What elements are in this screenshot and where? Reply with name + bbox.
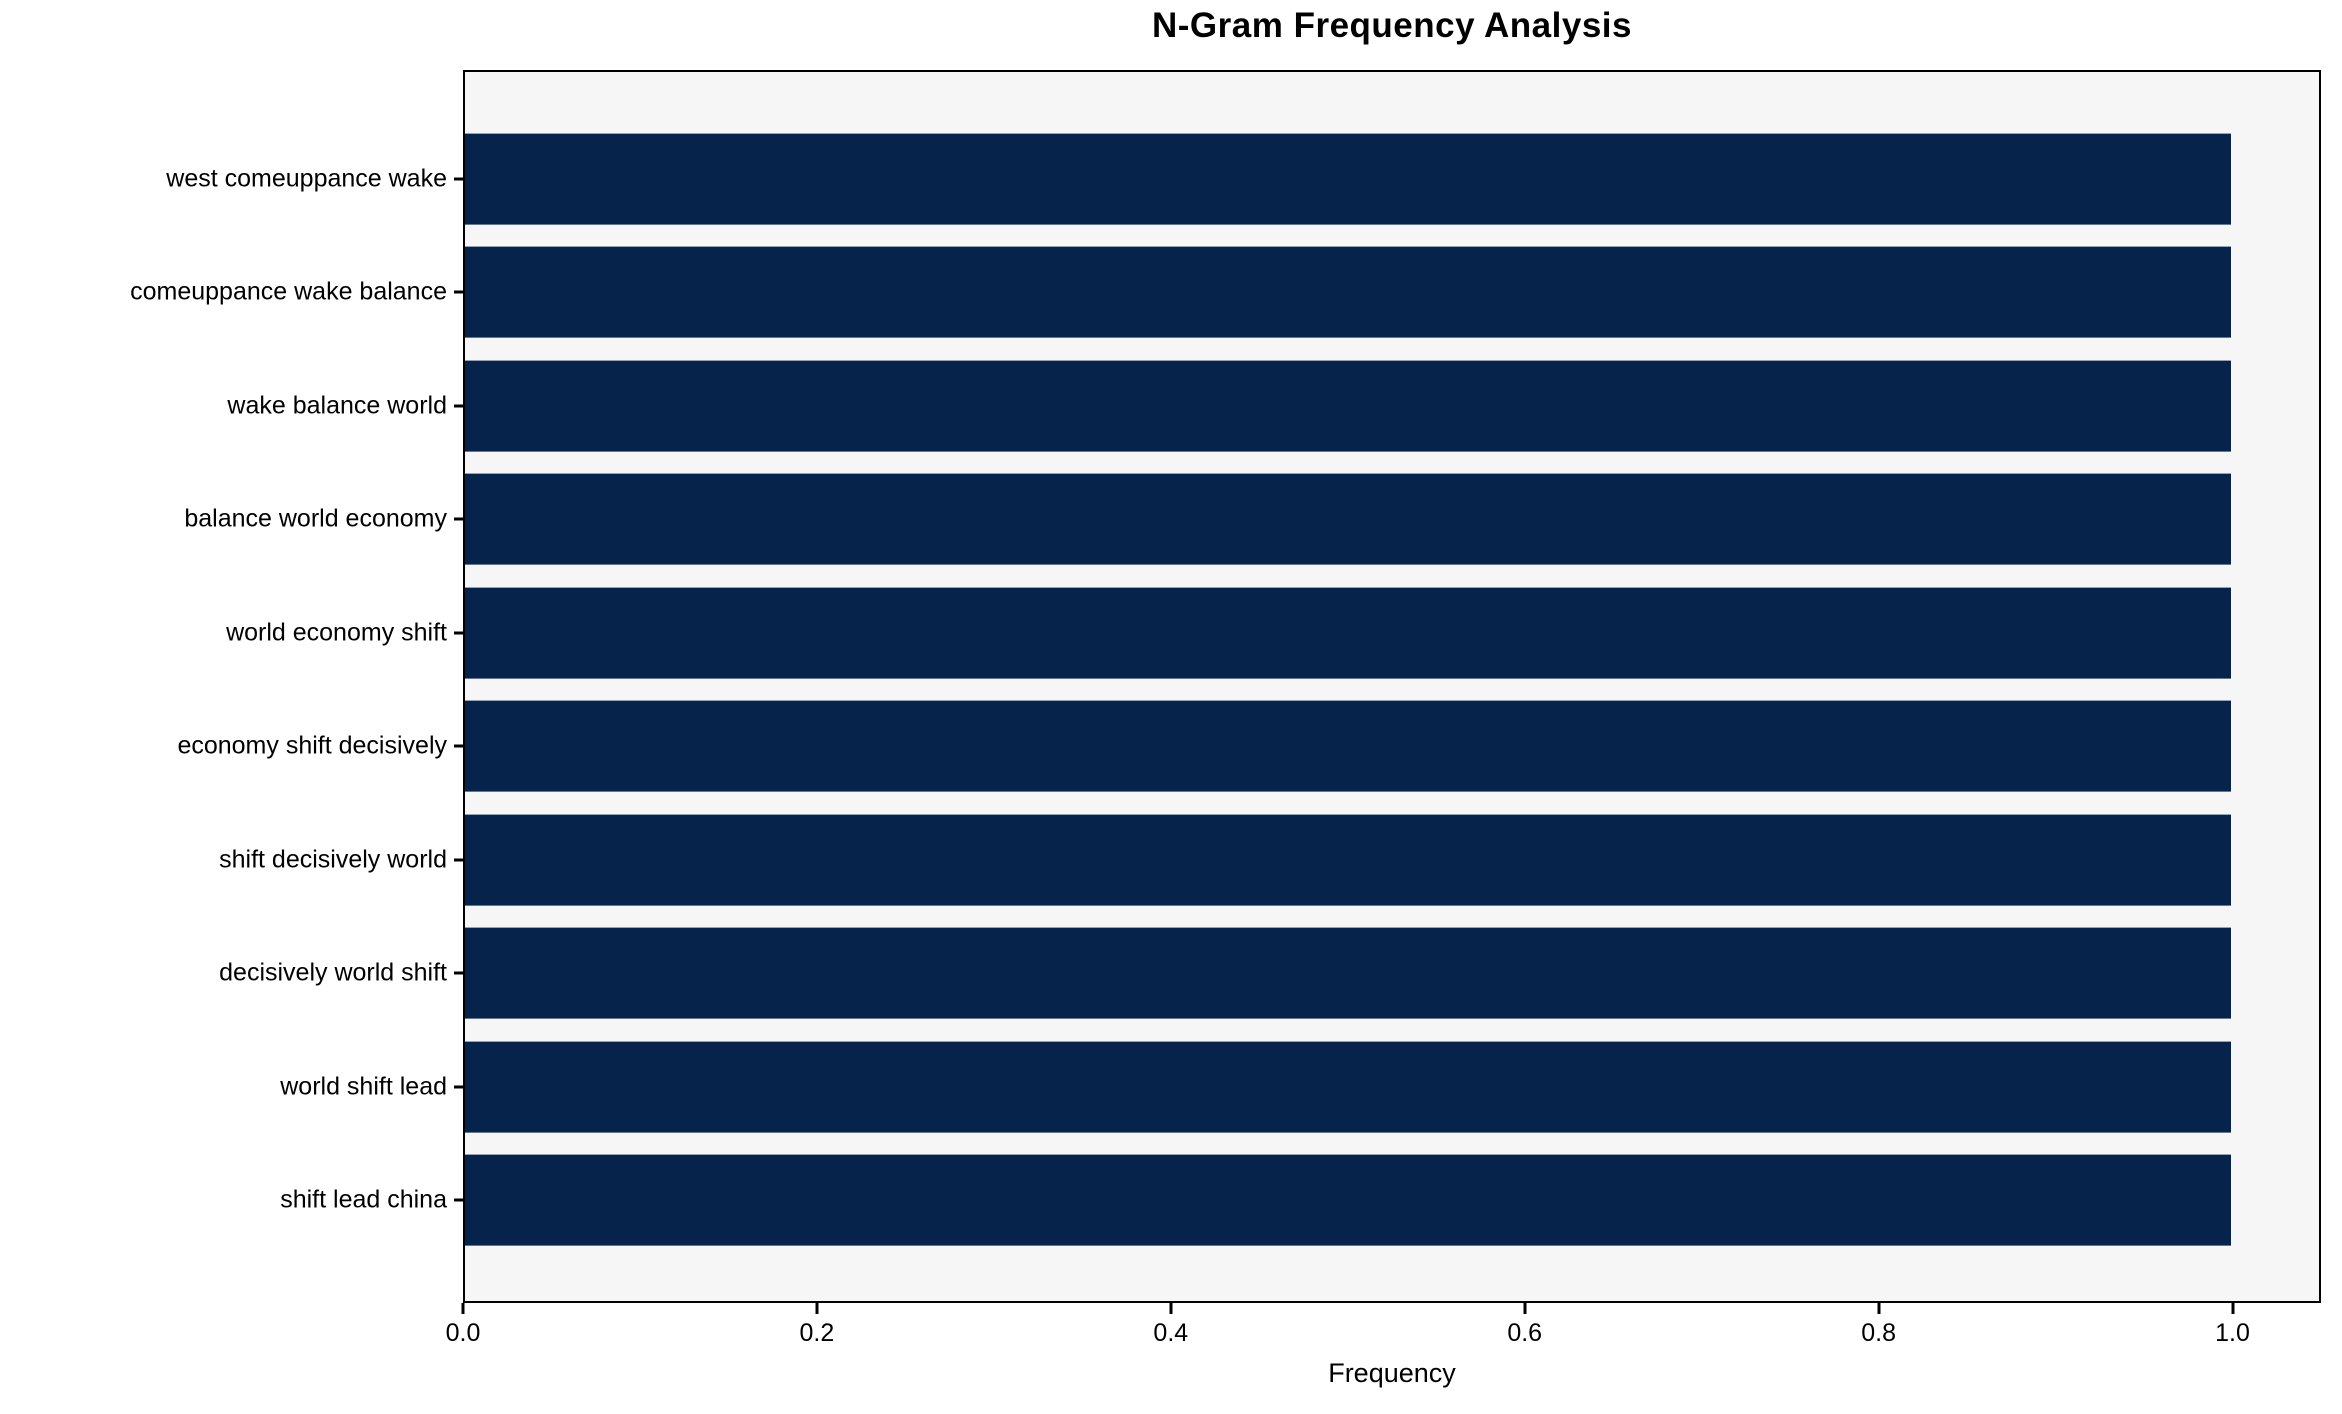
bar	[465, 1154, 2231, 1246]
x-axis-label: Frequency	[1328, 1358, 1456, 1388]
bar	[465, 473, 2231, 565]
x-tick-label: 1.0	[2215, 1319, 2250, 1347]
y-tick-mark	[454, 1085, 463, 1089]
x-tick-line	[1523, 1303, 1527, 1314]
x-tick-label: 0.6	[1507, 1319, 1543, 1347]
x-tick-line	[2231, 1303, 2235, 1314]
bar	[465, 1041, 2231, 1133]
y-tick-label: shift lead china	[280, 1185, 447, 1214]
y-tick-label: comeuppance wake balance	[130, 277, 447, 306]
y-tick-label: balance world economy	[184, 504, 447, 533]
y-tick-mark	[454, 517, 463, 521]
bar	[465, 814, 2231, 906]
y-tick-label: world shift lead	[280, 1072, 447, 1101]
x-tick-line	[1169, 1303, 1173, 1314]
bar	[465, 587, 2231, 679]
x-tick-line	[1877, 1303, 1881, 1314]
x-tick-label: 0.0	[445, 1319, 481, 1347]
bar	[465, 360, 2231, 452]
x-tick-line	[461, 1303, 465, 1314]
bar-row: economy shift decisively	[177, 690, 2319, 804]
y-tick-mark	[454, 290, 463, 294]
bar-row: west comeuppance wake	[166, 122, 2319, 236]
bar	[465, 927, 2231, 1019]
chart-title: N-Gram Frequency Analysis	[1152, 6, 1632, 45]
y-tick-label: world economy shift	[226, 618, 447, 647]
y-tick-mark	[454, 631, 463, 635]
y-tick-mark	[454, 404, 463, 408]
y-tick-mark	[454, 744, 463, 748]
y-tick-mark	[454, 1198, 463, 1202]
bar-row: wake balance world	[227, 349, 2319, 463]
y-tick-mark	[454, 177, 463, 181]
x-tick-label: 0.8	[1861, 1319, 1896, 1347]
bar-row: shift decisively world	[219, 803, 2319, 917]
plot-area: west comeuppance wake comeuppance wake ba…	[130, 70, 2321, 1303]
bar-row: world shift lead	[280, 1030, 2319, 1144]
y-tick-label: wake balance world	[227, 391, 447, 420]
bar	[465, 700, 2231, 792]
y-tick-label: economy shift decisively	[177, 731, 447, 760]
bar-row: balance world economy	[184, 463, 2319, 577]
x-tick-line	[815, 1303, 819, 1314]
bar	[465, 133, 2231, 225]
y-tick-label: west comeuppance wake	[166, 164, 447, 193]
x-tick-label: 0.4	[1153, 1319, 1189, 1347]
y-tick-label: decisively world shift	[219, 958, 447, 987]
bar	[465, 246, 2231, 338]
bars-area: west comeuppance wake comeuppance wake ba…	[130, 72, 2319, 1301]
bar-row: comeuppance wake balance	[130, 236, 2319, 350]
y-tick-mark	[454, 971, 463, 975]
x-tick-label: 0.2	[799, 1319, 835, 1347]
y-tick-label: shift decisively world	[219, 845, 447, 874]
bar-row: world economy shift	[226, 576, 2319, 690]
bar-row: shift lead china	[280, 1144, 2319, 1258]
y-tick-mark	[454, 858, 463, 862]
x-axis: 0.0 0.2 0.4 0.6 0.8 1.0	[446, 1303, 2321, 1373]
bar-row: decisively world shift	[219, 917, 2319, 1031]
